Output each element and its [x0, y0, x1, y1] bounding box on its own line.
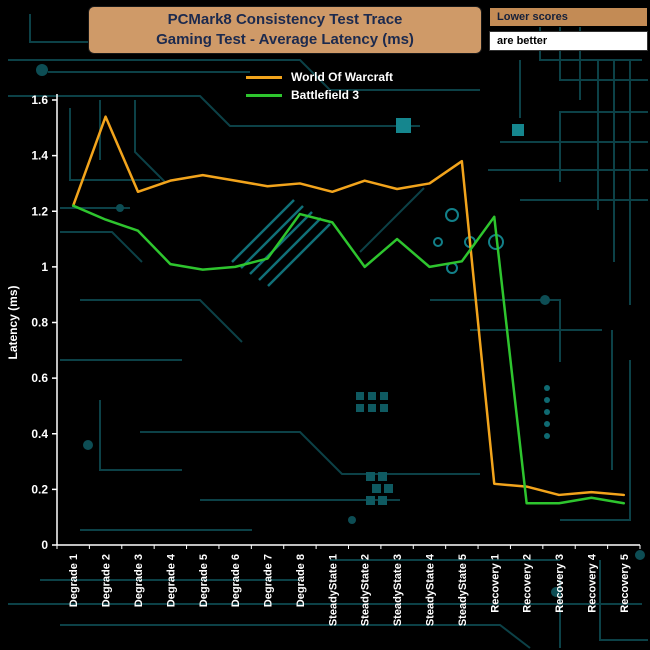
- x-tick-label: Recovery 2: [522, 554, 534, 613]
- battlefield-3-line-swatch: [246, 93, 282, 97]
- lower-scores-badge: Lower scores: [489, 7, 648, 27]
- x-tick-label: Degrade 6: [230, 554, 242, 607]
- series-line-battlefield-3: [71, 204, 626, 505]
- x-tick-label: Degrade 2: [101, 554, 113, 607]
- legend-label-world-of-warcraft: World Of Warcraft: [291, 70, 394, 84]
- x-tick-label: Recovery 5: [619, 554, 631, 613]
- y-tick-label: 0: [41, 538, 48, 552]
- are-better-badge: are better: [489, 31, 648, 51]
- x-tick-label: Degrade 7: [263, 554, 275, 607]
- chart-title-line2: Gaming Test - Average Latency (ms): [156, 31, 414, 48]
- chart-title-line1: PCMark8 Consistency Test Trace: [167, 10, 403, 28]
- y-tick-label: 1.6: [31, 93, 48, 107]
- legend-label-battlefield-3: Battlefield 3: [291, 88, 360, 102]
- x-tick-label: Recovery 1: [489, 554, 501, 613]
- x-tick-label: SteadyState 2: [360, 554, 372, 626]
- x-tick-label: Recovery 3: [554, 554, 566, 613]
- y-tick-label: 0.4: [31, 427, 48, 441]
- x-tick-label: Degrade 3: [133, 554, 145, 607]
- y-tick-label: 1.4: [31, 149, 48, 163]
- y-tick-label: 1.2: [31, 204, 48, 218]
- chart-title-box: PCMark8 Consistency Test Trace Gaming Te…: [88, 6, 482, 54]
- legend-item-world-of-warcraft: World Of Warcraft: [246, 69, 393, 85]
- x-tick-label: Degrade 5: [198, 554, 210, 607]
- y-tick-label: 0.2: [31, 482, 48, 496]
- x-tick-label: Degrade 4: [165, 553, 177, 607]
- x-tick-label: Degrade 1: [68, 554, 80, 607]
- y-tick-label: 0.8: [31, 316, 48, 330]
- y-tick-label: 0.6: [31, 371, 48, 385]
- chart-legend: World Of Warcraft Battlefield 3: [246, 69, 393, 103]
- x-tick-label: Recovery 4: [586, 553, 598, 613]
- x-tick-label: SteadyState 1: [327, 554, 339, 626]
- y-tick-label: 1: [41, 260, 48, 274]
- world-of-warcraft-line-swatch: [246, 75, 282, 79]
- x-tick-label: SteadyState 5: [457, 554, 469, 626]
- x-tick-label: SteadyState 4: [424, 553, 436, 626]
- x-tick-label: SteadyState 3: [392, 554, 404, 626]
- series-line-world-of-warcraft: [71, 115, 626, 497]
- x-tick-label: Degrade 8: [295, 554, 307, 607]
- y-axis-title: Latency (ms): [6, 285, 20, 359]
- legend-item-battlefield-3: Battlefield 3: [246, 87, 393, 103]
